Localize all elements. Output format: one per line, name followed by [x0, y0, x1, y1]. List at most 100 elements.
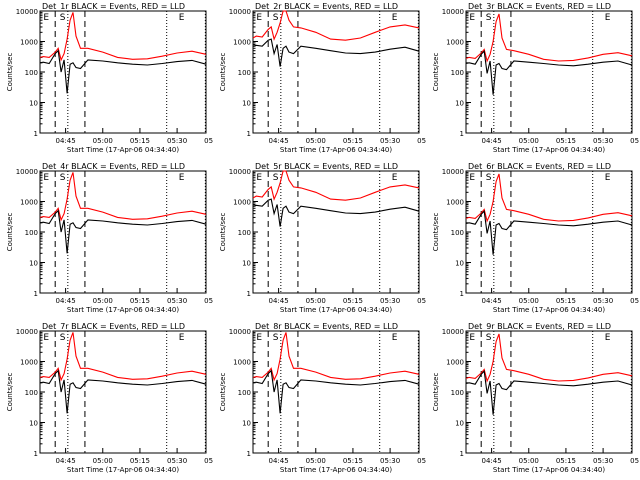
y-tick-label: 100: [451, 69, 464, 77]
events-series-line: [39, 209, 207, 254]
lld-series-line: [465, 13, 633, 63]
y-axis-label: Counts/sec: [6, 213, 14, 252]
x-tick-label: 05:45: [417, 457, 426, 465]
x-axis-label: Start Time (17-Apr-06 04:34:40): [67, 466, 179, 474]
interval-marker-label: E: [179, 173, 185, 183]
interval-marker-label: E: [256, 173, 262, 183]
interval-marker-label: E: [469, 333, 475, 343]
x-tick-label: 05:15: [130, 457, 150, 465]
detector-chart: Det_8r BLACK = Events, RED = LLD 1 10 100 10…: [219, 322, 426, 474]
x-tick-label: 05:15: [130, 137, 150, 145]
x-tick-label: 05:00: [519, 297, 539, 305]
detector-chart: Det_4r BLACK = Events, RED = LLD 1 10 100 10…: [6, 162, 213, 314]
y-tick-label: 10: [455, 100, 464, 108]
y-axis-label: Counts/sec: [6, 373, 14, 412]
x-tick-label: 05:00: [306, 457, 326, 465]
y-axis-label: Counts/sec: [432, 373, 440, 412]
lld-series-line: [39, 332, 207, 382]
y-axis-label: Counts/sec: [219, 53, 227, 92]
x-tick-label: 05:15: [343, 137, 363, 145]
x-tick-label: 05:30: [380, 297, 400, 305]
interval-marker-label: S: [273, 333, 279, 343]
chart-title: Det_3r BLACK = Events, RED = LLD: [468, 2, 611, 11]
y-tick-label: 100: [238, 229, 251, 237]
events-series-line: [465, 49, 633, 95]
x-tick-label: 05:00: [93, 137, 113, 145]
x-tick-label: 05:30: [380, 457, 400, 465]
y-tick-label: 10: [242, 100, 251, 108]
chart-title: Det_2r BLACK = Events, RED = LLD: [255, 2, 398, 11]
detector-chart: Det_3r BLACK = Events, RED = LLD 1 10 100 10…: [432, 2, 639, 154]
events-series-line: [39, 369, 207, 414]
detector-chart: Det_9r BLACK = Events, RED = LLD 1 10 100 10…: [432, 322, 639, 474]
interval-marker-label: E: [392, 173, 398, 183]
x-tick-label: 05:15: [343, 297, 363, 305]
interval-marker-label: E: [605, 13, 611, 23]
detector-chart: Det_5r BLACK = Events, RED = LLD 1 10 100 10…: [219, 162, 426, 314]
y-tick-label: 1000: [233, 199, 251, 207]
y-tick-label: 1000: [446, 199, 464, 207]
x-axis-label: Start Time (17-Apr-06 04:34:40): [493, 466, 605, 474]
x-tick-label: 05:45: [204, 457, 213, 465]
y-tick-label: 10000: [442, 168, 464, 176]
x-tick-label: 05:15: [556, 297, 576, 305]
interval-marker-label: E: [43, 173, 49, 183]
y-tick-label: 100: [238, 389, 251, 397]
interval-marker-label: S: [60, 13, 66, 23]
x-tick-label: 05:30: [593, 297, 613, 305]
x-tick-label: 05:45: [630, 297, 639, 305]
x-tick-label: 05:30: [380, 137, 400, 145]
x-axis-label: Start Time (17-Apr-06 04:34:40): [67, 146, 179, 154]
y-tick-label: 10000: [229, 168, 251, 176]
interval-marker-label: E: [256, 13, 262, 23]
lld-series-line: [39, 172, 207, 222]
y-tick-label: 10: [29, 100, 38, 108]
interval-marker-label: E: [179, 333, 185, 343]
x-tick-label: 05:00: [306, 137, 326, 145]
y-tick-label: 100: [451, 389, 464, 397]
chart-title: Det_8r BLACK = Events, RED = LLD: [255, 322, 398, 331]
y-tick-label: 1: [460, 450, 464, 458]
y-tick-label: 100: [25, 389, 38, 397]
y-tick-label: 100: [238, 69, 251, 77]
x-tick-label: 05:00: [93, 297, 113, 305]
y-axis-label: Counts/sec: [432, 53, 440, 92]
y-tick-label: 1000: [446, 359, 464, 367]
y-axis-label: Counts/sec: [432, 213, 440, 252]
y-tick-label: 10000: [229, 328, 251, 336]
x-tick-label: 05:15: [343, 457, 363, 465]
x-tick-label: 04:45: [482, 297, 502, 305]
lld-series-line: [465, 173, 633, 223]
y-tick-label: 10000: [16, 328, 38, 336]
y-tick-label: 1000: [446, 39, 464, 47]
y-tick-label: 100: [25, 69, 38, 77]
events-series-line: [465, 209, 633, 255]
y-tick-label: 10000: [16, 8, 38, 16]
x-tick-label: 05:30: [593, 137, 613, 145]
lld-series-line: [39, 12, 207, 62]
interval-marker-label: S: [486, 333, 492, 343]
x-axis-label: Start Time (17-Apr-06 04:34:40): [280, 306, 392, 314]
y-tick-label: 1000: [20, 359, 38, 367]
y-tick-label: 1: [460, 130, 464, 138]
y-tick-label: 1: [34, 130, 38, 138]
interval-marker-label: S: [273, 173, 279, 183]
y-tick-label: 10000: [16, 168, 38, 176]
interval-marker-label: E: [605, 173, 611, 183]
x-tick-label: 05:00: [519, 457, 539, 465]
chart-title: Det_6r BLACK = Events, RED = LLD: [468, 162, 611, 171]
x-tick-label: 04:45: [482, 137, 502, 145]
y-tick-label: 100: [25, 229, 38, 237]
x-tick-label: 05:45: [204, 137, 213, 145]
interval-marker-label: E: [392, 13, 398, 23]
lld-series-line: [465, 333, 633, 383]
x-tick-label: 05:45: [630, 457, 639, 465]
lld-series-line: [252, 10, 420, 41]
x-tick-label: 05:30: [167, 297, 187, 305]
x-tick-label: 05:45: [417, 137, 426, 145]
interval-marker-label: S: [486, 13, 492, 23]
interval-marker-label: E: [43, 333, 49, 343]
interval-marker-label: E: [469, 13, 475, 23]
x-axis-label: Start Time (17-Apr-06 04:34:40): [280, 466, 392, 474]
y-tick-label: 1000: [233, 359, 251, 367]
